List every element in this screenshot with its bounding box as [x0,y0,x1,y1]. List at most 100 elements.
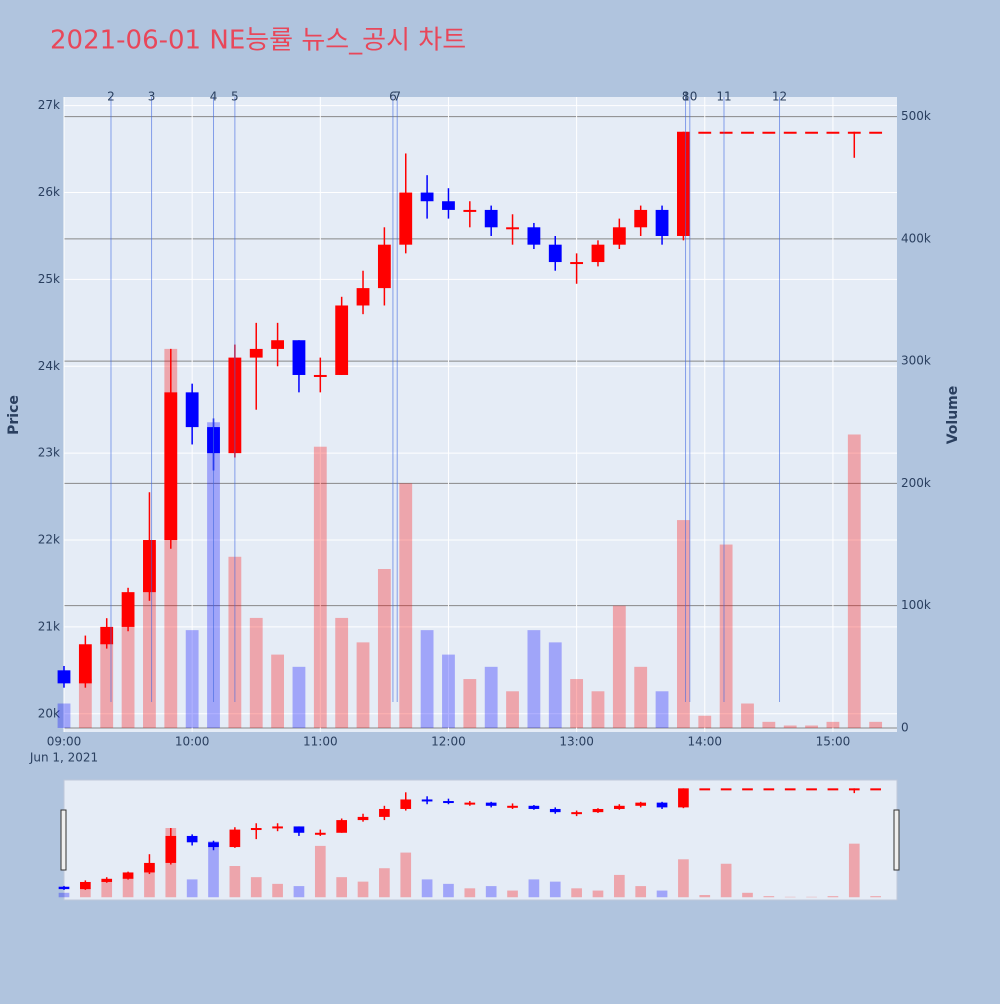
volume-bar [762,722,775,728]
volume-bar [336,877,347,897]
y2-tick-label: 0 [901,720,909,734]
volume-bar [848,434,861,727]
x-tick-label: 14:00 [687,735,722,749]
candle-body [421,193,434,202]
candle-body [720,132,733,134]
candle-body [785,788,796,790]
volume-bar [677,520,690,728]
volume-bar [742,893,753,897]
candle-body [570,262,583,264]
y2-tick-label: 500k [901,109,931,123]
volume-bar [378,569,391,728]
y2-tick-label: 300k [901,354,931,368]
candle-body [164,392,177,540]
y-tick-label: 27k [38,98,60,112]
candle-body [379,809,390,817]
candle-body [186,392,199,427]
candle-body [443,801,454,803]
volume-bar [827,722,840,728]
candle-body [806,788,817,790]
volume-bar [293,667,306,728]
candle-body [656,210,669,236]
volume-bar [314,447,327,728]
volume-bar [549,642,562,728]
candle-body [527,227,540,244]
volume-bar [122,618,135,728]
candle-body [634,210,647,227]
volume-bar [294,886,305,897]
volume-bar [506,691,519,728]
slider-handle[interactable] [894,810,899,870]
volume-bar [230,866,241,897]
volume-bar [464,888,475,897]
candle-body [677,132,690,236]
volume-bar [527,630,540,728]
candle-body [315,833,326,835]
candle-body [272,826,283,828]
y-tick-label: 25k [38,272,60,286]
volume-bar [399,483,412,728]
volume-bar [805,726,818,728]
candle-body [485,210,498,227]
volume-bar [123,877,134,897]
x-tick-label: 09:00 [47,735,82,749]
volume-bar [58,704,71,728]
volume-bar [698,716,711,728]
volume-bar [507,891,518,898]
x-tick-label: 11:00 [303,735,338,749]
volume-bar [485,667,498,728]
x-tick-label: 15:00 [816,735,851,749]
volume-bar [741,704,754,728]
slider-handle[interactable] [61,810,66,870]
candle-body [123,872,134,878]
news-label: 2 [107,90,115,104]
volume-bar [699,895,710,897]
volume-bar [869,722,882,728]
volume-bar [400,853,411,898]
candle-body [593,809,604,812]
candle-body [828,788,839,790]
candle-body [699,788,710,790]
candle-body [529,806,540,809]
candle-body [741,132,754,134]
y-tick-label: 26k [38,185,60,199]
candle-body [271,340,284,349]
x-date-label: Jun 1, 2021 [29,751,98,765]
candle-body [635,803,646,806]
candle-body [336,820,347,833]
candle-body [613,227,626,244]
x-tick-label: 10:00 [175,735,210,749]
volume-bar [186,630,199,728]
candle-body [805,132,818,134]
volume-bar [315,846,326,897]
candle-body [79,644,92,683]
candle-body [230,830,241,847]
candle-body [464,803,475,805]
volume-bar [593,891,604,898]
volume-bar [613,606,626,728]
y2-tick-label: 100k [901,598,931,612]
candle-body [143,540,156,592]
volume-bar [442,655,455,728]
candle-body [848,132,861,134]
volume-bar [421,630,434,728]
candle-body [742,788,753,790]
volume-bar [357,642,370,728]
volume-bar [828,896,839,897]
candle-body [58,670,71,683]
candle-body [571,812,582,814]
news-label: 12 [772,90,787,104]
y2-axis-title: Volume [945,386,961,445]
candle-body [549,245,562,262]
candle-body [208,842,219,847]
y-tick-label: 23k [38,446,60,460]
candle-body [869,132,882,134]
candle-body [827,132,840,134]
volume-bar [251,877,262,897]
candle-body [294,826,305,832]
candle-body [358,817,369,820]
volume-bar [271,655,284,728]
volume-bar [358,882,369,898]
volume-bar [656,691,669,728]
volume-bar [634,667,647,728]
